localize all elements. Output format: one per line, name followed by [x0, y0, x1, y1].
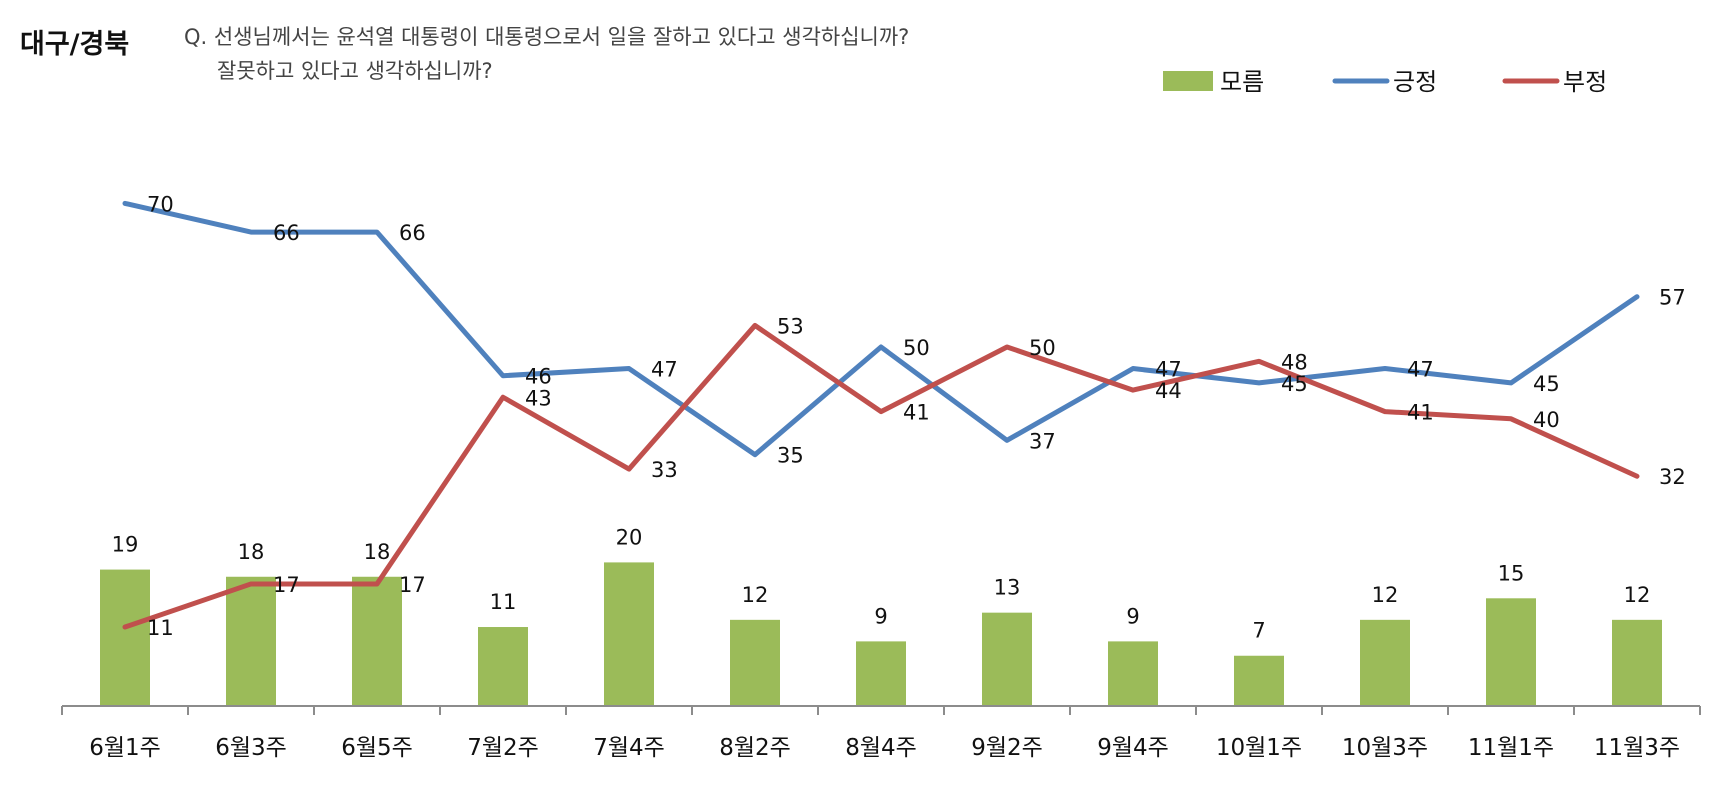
point-label-긍정: 66 [273, 221, 300, 245]
legend-label-모름: 모름 [1220, 68, 1264, 96]
bar-label-모름: 18 [238, 540, 265, 564]
bar-label-모름: 11 [490, 590, 517, 614]
point-label-긍정: 35 [777, 444, 804, 468]
question-line-2: 잘못하고 있다고 생각하십니까? [217, 59, 493, 83]
point-label-긍정: 45 [1533, 372, 1560, 396]
point-label-긍정: 50 [903, 336, 930, 360]
line-긍정 [122, 200, 1640, 458]
bar-모름-8월2주 [730, 619, 780, 706]
point-label-부정: 43 [525, 386, 552, 410]
point-label-부정: 11 [147, 616, 174, 640]
point-label-긍정: 57 [1659, 286, 1686, 310]
bar-label-모름: 9 [1126, 604, 1139, 628]
x-tick-label: 10월3주 [1342, 735, 1428, 761]
bar-모름-9월4주 [1108, 641, 1158, 706]
point-label-부정: 17 [399, 573, 426, 597]
x-tick-label: 6월1주 [89, 735, 161, 761]
point-label-부정: 32 [1659, 465, 1686, 489]
point-label-긍정: 47 [651, 358, 678, 382]
bar-모름-7월4주 [604, 562, 654, 706]
point-label-부정: 33 [651, 458, 678, 482]
point-label-긍정: 45 [1281, 372, 1308, 396]
x-tick-label: 10월1주 [1216, 735, 1302, 761]
bar-모름-10월1주 [1234, 655, 1284, 706]
bar-label-모름: 12 [1624, 583, 1651, 607]
question-line-1: Q. 선생님께서는 윤석열 대통령이 대통령으로서 일을 잘하고 있다고 생각하… [184, 25, 910, 49]
bar-모름-6월5주 [352, 576, 402, 706]
point-label-부정: 44 [1155, 379, 1182, 403]
x-tick-label: 6월5주 [341, 735, 413, 761]
bar-label-모름: 13 [994, 576, 1021, 600]
bar-label-모름: 18 [364, 540, 391, 564]
x-tick-label: 11월1주 [1468, 735, 1554, 761]
x-tick-label: 9월2주 [971, 735, 1043, 761]
point-label-긍정: 47 [1155, 358, 1182, 382]
bar-모름-7월2주 [478, 627, 528, 706]
bar-label-모름: 20 [616, 525, 643, 549]
bar-모름-6월1주 [100, 569, 150, 706]
x-tick-label: 7월4주 [593, 735, 665, 761]
point-label-부정: 48 [1281, 350, 1308, 374]
legend-swatch-모름 [1163, 71, 1213, 91]
point-label-긍정: 70 [147, 192, 174, 216]
point-label-부정: 41 [1407, 401, 1434, 425]
line-부정 [122, 322, 1640, 630]
point-label-긍정: 46 [525, 365, 552, 389]
x-tick-label: 7월2주 [467, 735, 539, 761]
bar-모름-6월3주 [226, 576, 276, 706]
x-tick-label: 9월4주 [1097, 735, 1169, 761]
point-label-부정: 50 [1029, 336, 1056, 360]
x-tick-label: 8월4주 [845, 735, 917, 761]
point-label-부정: 17 [273, 573, 300, 597]
bar-모름-9월2주 [982, 612, 1032, 706]
legend-label-긍정: 긍정 [1393, 68, 1437, 96]
bar-모름-11월1주 [1486, 598, 1536, 706]
legend-label-부정: 부정 [1563, 68, 1607, 96]
x-tick-label: 8월2주 [719, 735, 791, 761]
bar-모름-11월3주 [1612, 619, 1662, 706]
bar-label-모름: 9 [874, 604, 887, 628]
bar-label-모름: 12 [1372, 583, 1399, 607]
survey-question: Q. 선생님께서는 윤석열 대통령이 대통령으로서 일을 잘하고 있다고 생각하… [184, 20, 909, 88]
bar-label-모름: 7 [1252, 619, 1265, 643]
x-tick-label: 6월3주 [215, 735, 287, 761]
point-label-긍정: 47 [1407, 358, 1434, 382]
x-tick-label: 11월3주 [1594, 735, 1680, 761]
bar-label-모름: 19 [112, 533, 139, 557]
point-label-긍정: 37 [1029, 429, 1056, 453]
point-label-부정: 53 [777, 314, 804, 338]
bar-label-모름: 12 [742, 583, 769, 607]
bar-모름-8월4주 [856, 641, 906, 706]
point-label-부정: 40 [1533, 408, 1560, 432]
bar-label-모름: 15 [1498, 561, 1525, 585]
bar-모름-10월3주 [1360, 619, 1410, 706]
region-title: 대구/경북 [20, 29, 130, 60]
point-label-긍정: 66 [399, 221, 426, 245]
point-label-부정: 41 [903, 401, 930, 425]
